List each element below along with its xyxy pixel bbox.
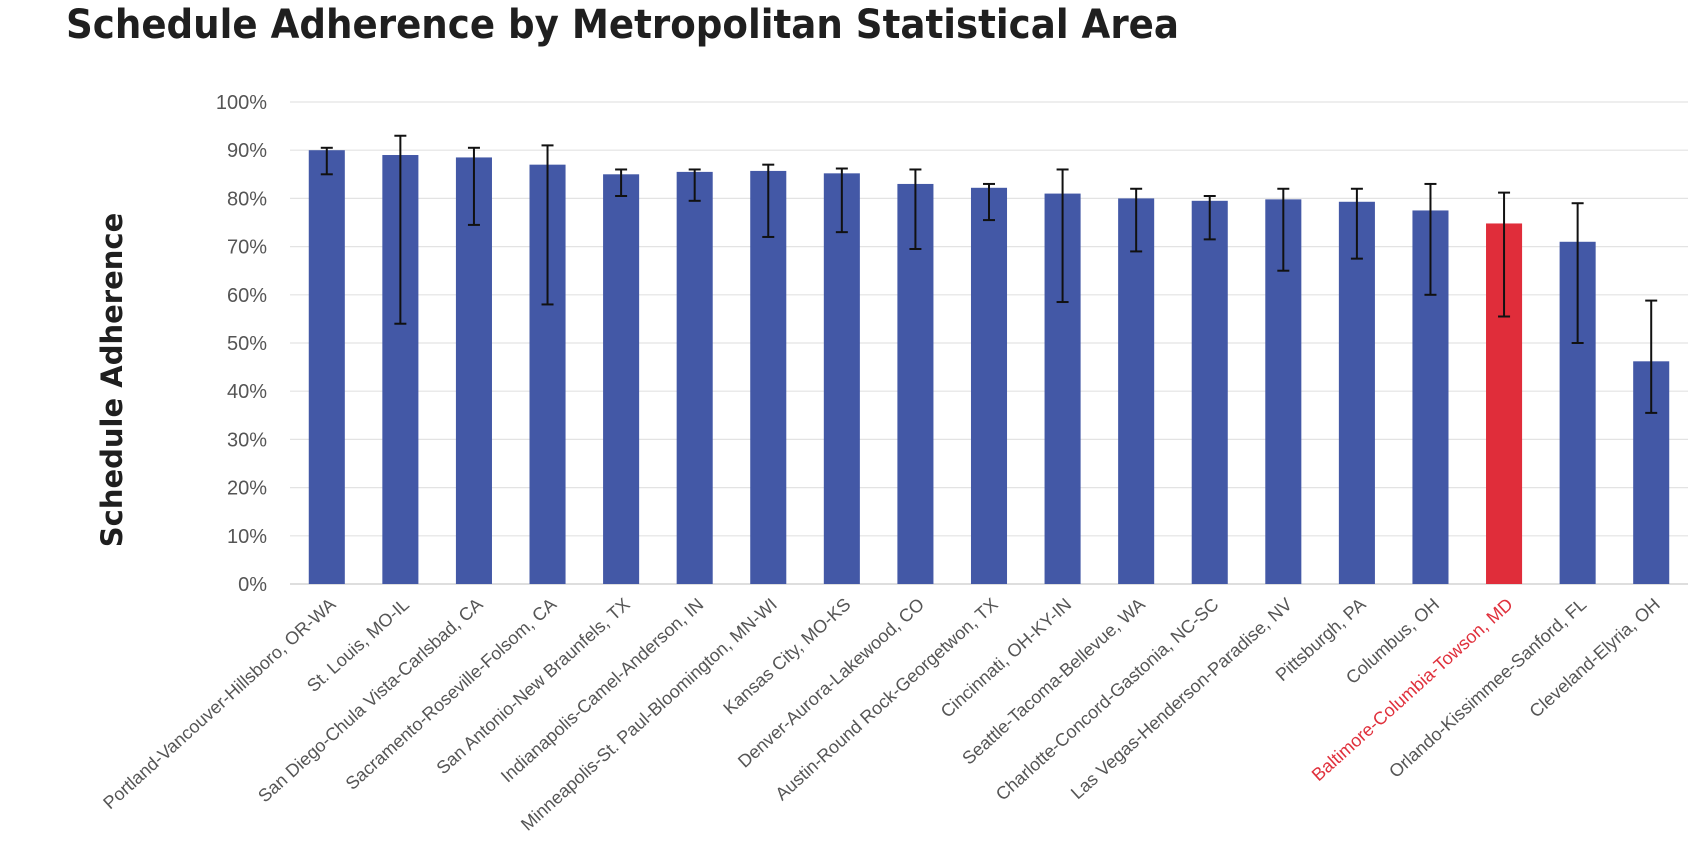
x-tick-label: Portland-Vancouver-Hillsboro, OR-WA	[99, 594, 339, 813]
bar	[1118, 198, 1155, 584]
y-tick-label: 20%	[227, 478, 267, 500]
y-axis-label: Schedule Adherence	[95, 213, 129, 548]
bar	[823, 173, 860, 584]
bar	[1191, 200, 1228, 584]
bar	[970, 187, 1008, 584]
y-tick-label: 10%	[227, 526, 267, 548]
bar	[750, 170, 787, 584]
bar	[455, 157, 492, 584]
x-tick-label: Minneapolis-St. Paul-Bloomington, MN-WI	[517, 594, 781, 834]
bar	[308, 150, 345, 584]
y-tick-label: 90%	[227, 140, 267, 162]
error-bars	[320, 134, 1658, 414]
y-tick-label: 30%	[227, 429, 267, 451]
y-tick-label: 70%	[227, 237, 267, 259]
y-tick-label: 40%	[227, 381, 267, 403]
chart-title: Schedule Adherence by Metropolitan Stati…	[66, 2, 1180, 48]
y-tick-label: 0%	[238, 574, 267, 596]
bar	[897, 183, 934, 584]
bar	[603, 174, 640, 585]
bar	[1338, 201, 1375, 585]
y-tick-label: 50%	[227, 333, 267, 355]
y-axis-ticks: 0% 10% 20% 30% 40% 50% 60% 70% 80% 90% 100%	[216, 92, 267, 596]
bar	[676, 171, 713, 584]
y-tick-label: 60%	[227, 285, 267, 307]
x-tick-label: Cleveland-Elyria, OH	[1526, 594, 1664, 721]
y-tick-label: 80%	[227, 188, 267, 210]
bars	[308, 150, 1670, 585]
y-tick-label: 100%	[216, 92, 267, 114]
x-tick-label: Cincinnati, OH-KY-IN	[937, 594, 1076, 722]
x-tick-label: Kansas City, MO-KS	[719, 594, 854, 718]
